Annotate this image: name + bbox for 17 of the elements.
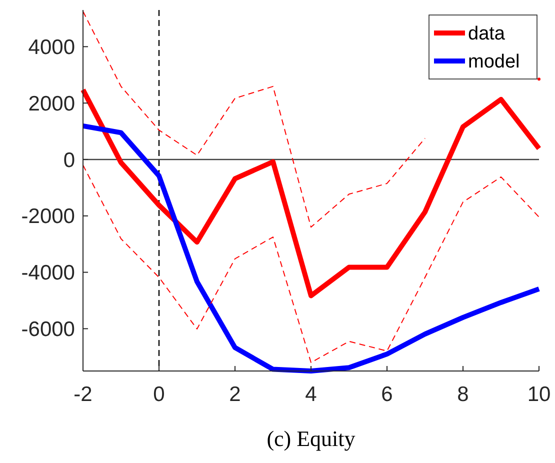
x-tick-label: 6: [381, 383, 393, 406]
legend-label: data: [468, 24, 506, 45]
text: (c) Equity: [266, 426, 356, 451]
x-tick-label: -2: [74, 383, 92, 406]
line-series: [82, 164, 540, 364]
x-tick-label: 0: [153, 383, 165, 406]
x-tick-label: 4: [305, 383, 318, 406]
y-tick-label: 4000: [28, 36, 75, 60]
y-tick-label: 2000: [28, 92, 75, 116]
y-tick-label: -6000: [21, 318, 75, 342]
y-tick-label: -4000: [21, 262, 75, 285]
x-tick-label: 8: [457, 383, 469, 406]
x-tick-label: 2: [229, 383, 241, 406]
x-tick-label: 10: [527, 383, 551, 406]
legend-label: model: [468, 52, 520, 73]
y-tick-label: 0: [63, 148, 75, 172]
y-tick-label: -2000: [21, 205, 75, 228]
